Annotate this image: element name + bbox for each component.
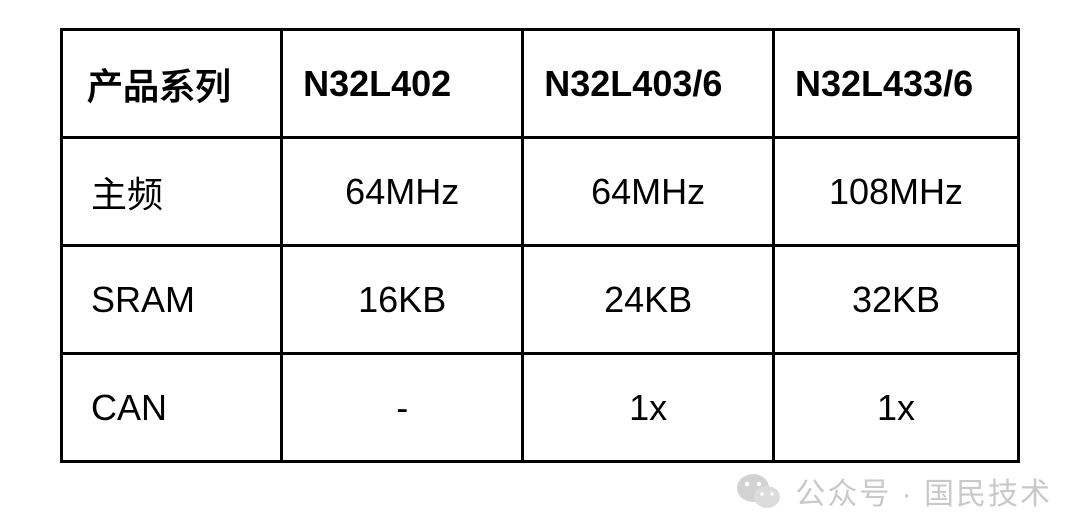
wechat-icon — [737, 471, 781, 511]
watermark-text: 公众号 · 国民技术 — [795, 469, 1052, 513]
watermark: 公众号 · 国民技术 — [737, 469, 1052, 513]
cell-can-2: 1x — [773, 354, 1018, 462]
row-label-can: CAN — [62, 354, 282, 462]
cell-freq-2: 108MHz — [773, 138, 1018, 246]
cell-can-0: - — [282, 354, 523, 462]
cell-freq-0: 64MHz — [282, 138, 523, 246]
table-row: SRAM 16KB 24KB 32KB — [62, 246, 1019, 354]
col-header-product: 产品系列 — [62, 30, 282, 138]
col-header-n32l403: N32L403/6 — [523, 30, 774, 138]
cell-sram-1: 24KB — [523, 246, 774, 354]
cell-can-1: 1x — [523, 354, 774, 462]
spec-table: 产品系列 N32L402 N32L403/6 N32L433/6 主频 64MH… — [60, 28, 1020, 463]
cell-freq-1: 64MHz — [523, 138, 774, 246]
table-row: CAN - 1x 1x — [62, 354, 1019, 462]
spec-table-container: 产品系列 N32L402 N32L403/6 N32L433/6 主频 64MH… — [0, 0, 1080, 463]
col-header-n32l402: N32L402 — [282, 30, 523, 138]
cell-sram-0: 16KB — [282, 246, 523, 354]
table-row: 主频 64MHz 64MHz 108MHz — [62, 138, 1019, 246]
cell-sram-2: 32KB — [773, 246, 1018, 354]
row-label-freq: 主频 — [62, 138, 282, 246]
col-header-n32l433: N32L433/6 — [773, 30, 1018, 138]
row-label-sram: SRAM — [62, 246, 282, 354]
table-header-row: 产品系列 N32L402 N32L403/6 N32L433/6 — [62, 30, 1019, 138]
